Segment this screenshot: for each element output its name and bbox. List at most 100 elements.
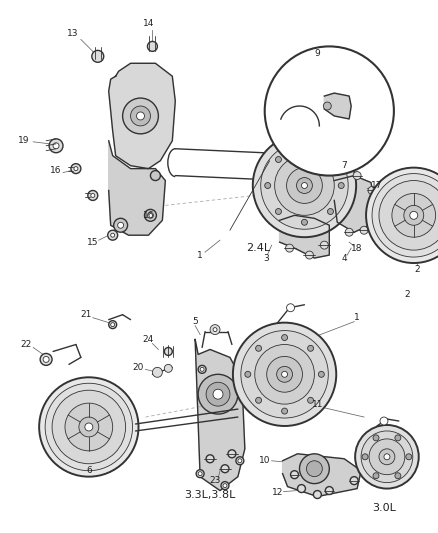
Polygon shape <box>279 215 328 258</box>
Text: 2.4L: 2.4L <box>245 243 269 253</box>
Circle shape <box>327 157 333 163</box>
Circle shape <box>107 230 117 240</box>
Circle shape <box>254 344 314 404</box>
Text: 13: 13 <box>67 29 78 38</box>
Circle shape <box>320 241 328 249</box>
Circle shape <box>403 205 423 225</box>
Circle shape <box>290 471 298 479</box>
Circle shape <box>150 171 160 181</box>
Circle shape <box>244 372 250 377</box>
Circle shape <box>371 174 438 257</box>
Circle shape <box>301 219 307 225</box>
Circle shape <box>285 244 293 252</box>
Circle shape <box>205 382 230 406</box>
Circle shape <box>318 372 324 377</box>
Circle shape <box>325 487 332 495</box>
Circle shape <box>49 139 63 153</box>
Text: 19: 19 <box>18 136 29 146</box>
Polygon shape <box>333 175 373 232</box>
Circle shape <box>122 98 158 134</box>
Circle shape <box>235 457 243 465</box>
Circle shape <box>275 208 281 214</box>
Circle shape <box>354 425 418 489</box>
Circle shape <box>91 193 95 197</box>
Circle shape <box>372 435 378 441</box>
Circle shape <box>337 182 343 189</box>
Circle shape <box>71 164 81 174</box>
Circle shape <box>360 431 412 482</box>
Text: 15: 15 <box>87 238 99 247</box>
Text: 23: 23 <box>209 476 220 485</box>
Polygon shape <box>109 63 175 168</box>
Circle shape <box>223 483 226 488</box>
Circle shape <box>240 330 328 418</box>
Text: 10: 10 <box>258 456 270 465</box>
Circle shape <box>344 228 352 236</box>
Circle shape <box>79 417 99 437</box>
Circle shape <box>379 417 387 425</box>
Circle shape <box>378 181 438 250</box>
Text: 3.0L: 3.0L <box>371 504 395 513</box>
Polygon shape <box>195 340 244 490</box>
Text: 5: 5 <box>192 317 198 326</box>
Circle shape <box>212 328 216 332</box>
Text: 1: 1 <box>353 313 359 322</box>
Circle shape <box>275 157 281 163</box>
Circle shape <box>147 42 157 51</box>
Circle shape <box>164 348 172 356</box>
Circle shape <box>300 117 308 125</box>
Circle shape <box>297 484 305 492</box>
Circle shape <box>305 251 313 259</box>
Text: 18: 18 <box>350 244 362 253</box>
Circle shape <box>313 490 321 498</box>
Circle shape <box>405 454 411 460</box>
Circle shape <box>65 403 113 451</box>
Circle shape <box>352 172 360 180</box>
Circle shape <box>281 335 287 341</box>
Circle shape <box>200 367 204 372</box>
Circle shape <box>372 206 380 214</box>
Text: 2: 2 <box>413 265 419 274</box>
Circle shape <box>306 461 321 477</box>
Circle shape <box>350 477 357 484</box>
Circle shape <box>274 156 333 215</box>
Text: 3.3L,3.8L: 3.3L,3.8L <box>184 489 235 499</box>
Circle shape <box>110 322 114 327</box>
Circle shape <box>301 182 307 189</box>
Circle shape <box>281 408 287 414</box>
Circle shape <box>365 168 438 263</box>
Circle shape <box>368 439 404 475</box>
Circle shape <box>266 357 302 392</box>
Text: 22: 22 <box>21 340 32 349</box>
Circle shape <box>367 187 375 195</box>
Circle shape <box>220 482 229 490</box>
Circle shape <box>255 397 261 403</box>
Circle shape <box>52 390 125 464</box>
Circle shape <box>198 374 237 414</box>
Circle shape <box>198 365 205 373</box>
Circle shape <box>323 102 331 110</box>
Text: 7: 7 <box>341 161 346 170</box>
Text: 14: 14 <box>142 19 154 28</box>
Circle shape <box>39 377 138 477</box>
Circle shape <box>409 212 417 219</box>
Circle shape <box>307 397 313 403</box>
Circle shape <box>212 389 223 399</box>
Circle shape <box>394 473 400 479</box>
Circle shape <box>74 167 78 171</box>
Circle shape <box>327 208 333 214</box>
Text: 12: 12 <box>271 488 283 497</box>
Circle shape <box>85 423 92 431</box>
Circle shape <box>361 454 367 460</box>
Circle shape <box>383 454 389 460</box>
Circle shape <box>391 193 434 237</box>
Circle shape <box>372 473 378 479</box>
Circle shape <box>136 112 144 120</box>
Circle shape <box>301 146 307 152</box>
Polygon shape <box>324 93 350 119</box>
Circle shape <box>237 459 241 463</box>
Circle shape <box>117 222 124 228</box>
Circle shape <box>296 177 312 193</box>
Circle shape <box>264 46 393 175</box>
Circle shape <box>359 226 367 234</box>
